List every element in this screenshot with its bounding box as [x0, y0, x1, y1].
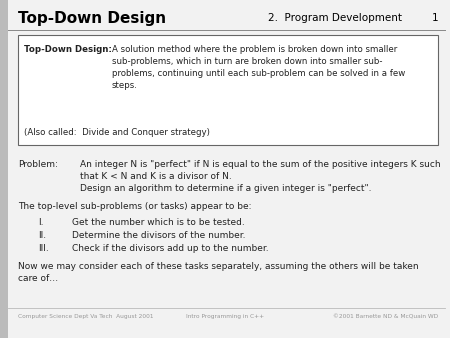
Text: Top-Down Design: Top-Down Design — [18, 10, 166, 25]
Text: I.: I. — [38, 218, 44, 227]
Bar — [0, 0, 8, 338]
Text: A solution method where the problem is broken down into smaller
sub-problems, wh: A solution method where the problem is b… — [112, 45, 405, 91]
Text: III.: III. — [38, 244, 49, 253]
Text: The top-level sub-problems (or tasks) appear to be:: The top-level sub-problems (or tasks) ap… — [18, 202, 252, 211]
Text: 2.  Program Development: 2. Program Development — [268, 13, 402, 23]
Text: Top-Down Design:: Top-Down Design: — [24, 45, 112, 54]
Text: ©2001 Barnette ND & McQuain WD: ©2001 Barnette ND & McQuain WD — [333, 314, 438, 319]
Text: 1: 1 — [432, 13, 438, 23]
Text: (Also called:  Divide and Conquer strategy): (Also called: Divide and Conquer strateg… — [24, 128, 210, 137]
Text: Determine the divisors of the number.: Determine the divisors of the number. — [72, 231, 246, 240]
Bar — [18, 35, 438, 145]
Text: Check if the divisors add up to the number.: Check if the divisors add up to the numb… — [72, 244, 269, 253]
Text: Now we may consider each of these tasks separately, assuming the others will be : Now we may consider each of these tasks … — [18, 262, 418, 283]
Text: Computer Science Dept Va Tech  August 2001: Computer Science Dept Va Tech August 200… — [18, 314, 153, 319]
Text: Get the number which is to be tested.: Get the number which is to be tested. — [72, 218, 245, 227]
Text: An integer N is "perfect" if N is equal to the sum of the positive integers K su: An integer N is "perfect" if N is equal … — [80, 160, 441, 193]
Text: Problem:: Problem: — [18, 160, 58, 169]
Text: II.: II. — [38, 231, 46, 240]
Text: Intro Programming in C++: Intro Programming in C++ — [186, 314, 264, 319]
